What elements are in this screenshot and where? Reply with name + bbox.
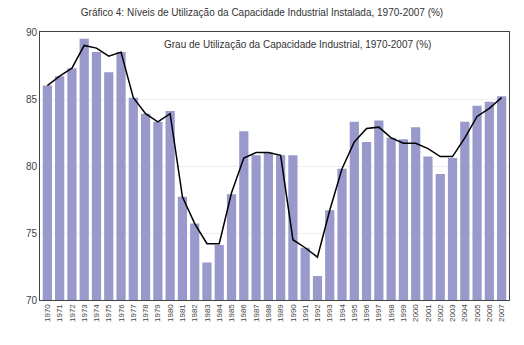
svg-text:1970: 1970	[43, 304, 52, 322]
svg-text:70: 70	[26, 295, 38, 306]
svg-text:2002: 2002	[436, 304, 445, 322]
svg-text:1983: 1983	[203, 304, 212, 322]
svg-text:1976: 1976	[117, 304, 126, 322]
svg-text:75: 75	[26, 228, 38, 239]
svg-text:1999: 1999	[399, 304, 408, 322]
svg-text:1985: 1985	[227, 304, 236, 322]
svg-text:1978: 1978	[141, 304, 150, 322]
svg-text:1986: 1986	[239, 304, 248, 322]
svg-text:1988: 1988	[264, 304, 273, 322]
svg-text:Grau de Utilização da Capacida: Grau de Utilização da Capacidade Industr…	[164, 39, 431, 50]
svg-text:2007: 2007	[497, 304, 506, 322]
svg-text:85: 85	[26, 94, 38, 105]
svg-text:1995: 1995	[350, 304, 359, 322]
svg-text:1971: 1971	[55, 304, 64, 322]
svg-text:1992: 1992	[313, 304, 322, 322]
svg-text:1980: 1980	[166, 304, 175, 322]
svg-text:1973: 1973	[80, 304, 89, 322]
svg-text:1996: 1996	[362, 304, 371, 322]
svg-text:1989: 1989	[276, 304, 285, 322]
svg-text:1974: 1974	[92, 304, 101, 322]
svg-text:80: 80	[26, 161, 38, 172]
svg-text:1981: 1981	[178, 304, 187, 322]
svg-text:Gráfico 4: Níveis de Utilizaçã: Gráfico 4: Níveis de Utilização da Capac…	[81, 7, 443, 18]
svg-text:1991: 1991	[301, 304, 310, 322]
svg-text:2000: 2000	[411, 304, 420, 322]
svg-text:1987: 1987	[252, 304, 261, 322]
svg-text:1990: 1990	[289, 304, 298, 322]
svg-text:1972: 1972	[68, 304, 77, 322]
svg-text:1975: 1975	[104, 304, 113, 322]
svg-text:1993: 1993	[325, 304, 334, 322]
svg-text:1997: 1997	[374, 304, 383, 322]
svg-text:2005: 2005	[473, 304, 482, 322]
svg-text:1994: 1994	[338, 304, 347, 322]
svg-text:1977: 1977	[129, 304, 138, 322]
svg-text:1998: 1998	[387, 304, 396, 322]
svg-text:2003: 2003	[448, 304, 457, 322]
svg-text:1982: 1982	[190, 304, 199, 322]
svg-text:90: 90	[26, 27, 38, 38]
svg-text:2006: 2006	[485, 304, 494, 322]
svg-text:1979: 1979	[153, 304, 162, 322]
svg-text:2004: 2004	[460, 304, 469, 322]
svg-text:2001: 2001	[424, 304, 433, 322]
svg-text:1984: 1984	[215, 304, 224, 322]
